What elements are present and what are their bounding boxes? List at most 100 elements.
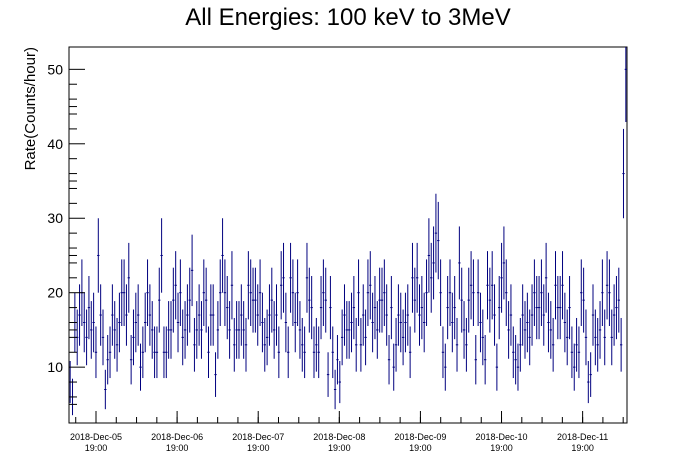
data-point — [406, 284, 409, 346]
data-point — [338, 360, 341, 404]
data-point — [195, 301, 198, 359]
data-point — [315, 317, 318, 372]
data-point — [230, 251, 234, 320]
x-tick-label-time: 19:00 — [409, 443, 432, 453]
data-point — [362, 284, 365, 346]
data-point — [401, 309, 405, 366]
data-point — [188, 267, 191, 333]
data-point — [160, 218, 163, 293]
x-tick-label-time: 19:00 — [247, 443, 270, 453]
data-point — [523, 301, 527, 359]
x-tick-label-date: 2018-Dec-07 — [232, 432, 284, 442]
data-point — [544, 242, 548, 313]
data-point — [125, 284, 128, 346]
data-point — [608, 259, 611, 327]
data-point — [408, 326, 412, 379]
data-point — [111, 284, 114, 346]
data-point — [207, 326, 210, 379]
data-point — [186, 284, 189, 346]
data-point — [251, 267, 255, 333]
x-tick-label-date: 2018-Dec-08 — [313, 432, 365, 442]
data-point — [425, 259, 428, 327]
data-point — [542, 284, 545, 346]
data-point — [427, 218, 431, 293]
data-point — [591, 284, 595, 346]
data-point — [437, 201, 440, 280]
data-point — [228, 301, 231, 359]
data-point — [141, 326, 145, 379]
data-point — [394, 317, 398, 372]
data-point — [577, 326, 581, 379]
data-point — [619, 317, 623, 372]
data-point — [432, 226, 435, 300]
y-tick-label: 30 — [47, 210, 63, 226]
data-point — [474, 335, 477, 385]
data-point — [533, 259, 536, 327]
data-point — [622, 128, 625, 219]
data-point — [514, 335, 517, 385]
data-point — [521, 284, 524, 346]
data-point — [310, 276, 313, 340]
data-point — [392, 343, 395, 391]
data-point — [247, 251, 250, 320]
data-point — [258, 259, 262, 327]
data-point — [624, 47, 627, 122]
data-point — [605, 251, 609, 320]
data-point — [113, 301, 116, 359]
data-point — [336, 335, 339, 385]
data-point — [502, 226, 506, 300]
y-tick-label: 10 — [47, 359, 63, 375]
data-point — [99, 284, 102, 346]
data-point — [509, 284, 513, 346]
data-point — [127, 242, 130, 313]
data-point — [181, 309, 184, 366]
data-point — [193, 317, 196, 372]
data-point — [282, 242, 285, 313]
data-point — [505, 259, 508, 327]
data-point — [153, 326, 156, 379]
data-point — [333, 369, 337, 410]
data-point — [296, 259, 299, 327]
data-point — [476, 259, 480, 327]
data-point — [596, 317, 599, 372]
data-point — [469, 251, 473, 320]
data-point — [146, 259, 149, 327]
data-point — [530, 284, 534, 346]
data-point — [404, 292, 407, 353]
data-point — [423, 292, 426, 353]
data-point — [462, 301, 466, 359]
data-point — [291, 259, 295, 327]
data-point — [357, 259, 360, 327]
data-point — [535, 276, 538, 340]
data-point — [319, 276, 323, 340]
data-point — [488, 267, 492, 333]
data-point — [106, 335, 109, 385]
data-point — [512, 326, 515, 379]
data-point — [359, 317, 363, 372]
data-point — [486, 251, 489, 320]
data-point — [223, 259, 227, 327]
data-point — [465, 317, 468, 372]
data-point — [612, 284, 616, 346]
data-point — [87, 276, 91, 340]
data-point — [345, 301, 348, 359]
data-point — [277, 326, 281, 379]
data-point — [483, 335, 487, 385]
data-point — [411, 242, 414, 313]
data-point — [212, 284, 215, 346]
data-point — [460, 267, 463, 333]
data-point — [179, 259, 182, 327]
data-point — [244, 317, 248, 372]
data-point — [197, 284, 201, 346]
data-point — [598, 301, 602, 359]
data-point — [446, 276, 449, 340]
data-point — [615, 276, 618, 340]
data-point — [507, 301, 510, 359]
data-point — [617, 267, 620, 333]
data-point — [176, 292, 180, 353]
data-point — [441, 326, 445, 379]
data-point — [305, 242, 309, 313]
data-point — [235, 301, 238, 359]
data-point — [378, 267, 381, 333]
data-point — [528, 309, 531, 366]
